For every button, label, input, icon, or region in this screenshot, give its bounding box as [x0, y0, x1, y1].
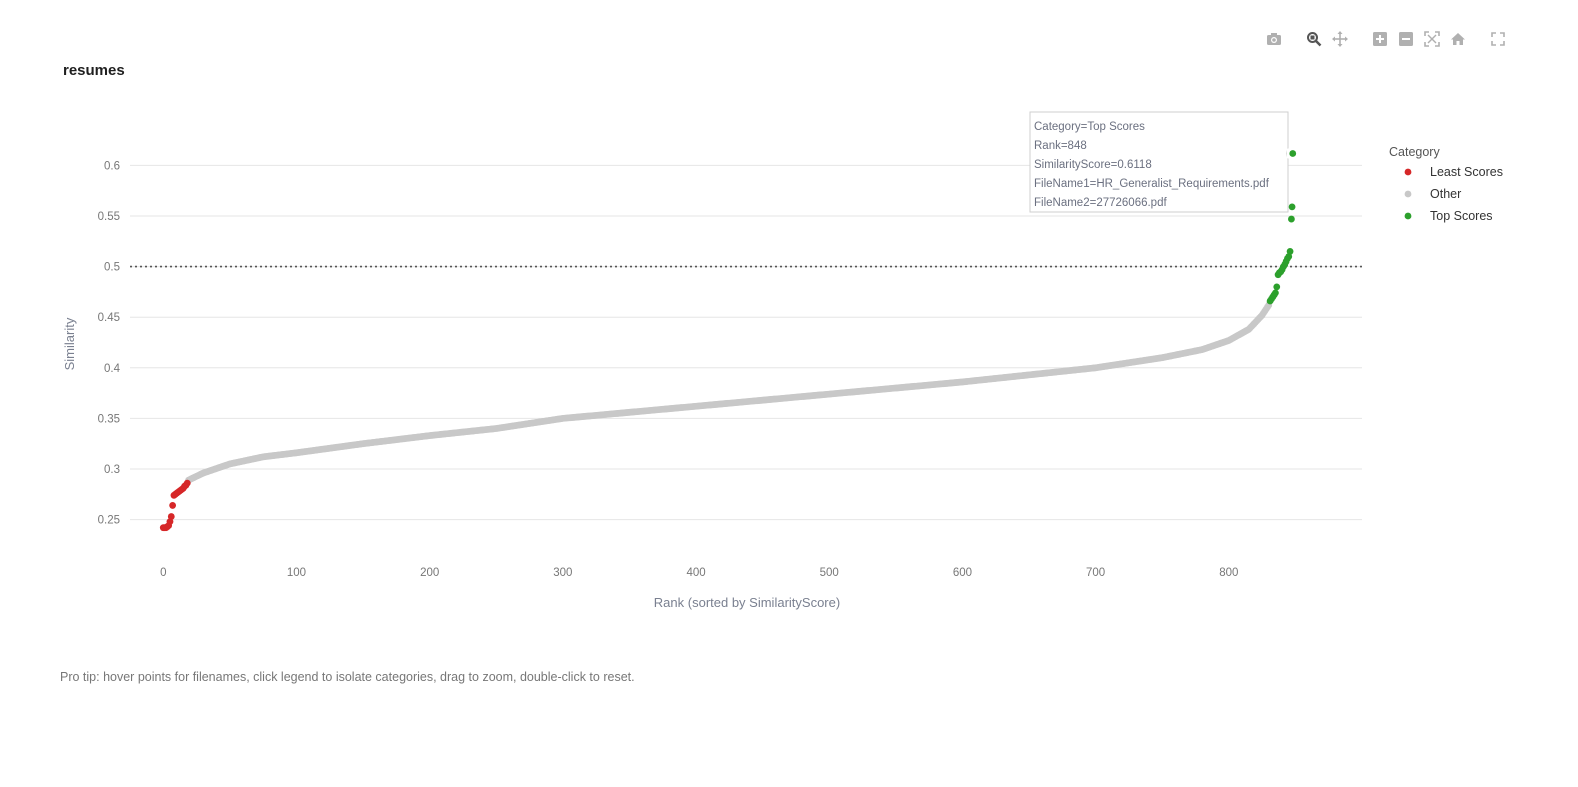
pan-icon[interactable]: [1330, 29, 1350, 49]
series-least-scores: [159, 479, 191, 532]
y-axis: 0.25 0.3 0.35 0.4 0.45 0.5 0.55 0.6: [98, 160, 121, 526]
chart-title: resumes: [63, 62, 125, 79]
x-tick-label: 200: [420, 567, 439, 579]
hover-box: [1029, 111, 1289, 213]
hover-line: FileName1=HR_Generalist_Requirements.pdf: [1034, 178, 1270, 190]
legend-item-other[interactable]: Other: [1404, 187, 1462, 201]
zoom-out-icon[interactable]: [1396, 29, 1416, 49]
series: [159, 150, 1297, 532]
x-tick-label: 100: [287, 567, 306, 579]
data-point[interactable]: [1288, 215, 1295, 223]
pro-tip-text: Pro tip: hover points for filenames, cli…: [60, 670, 635, 684]
reset-axes-icon[interactable]: [1448, 29, 1468, 49]
autoscale-icon[interactable]: [1422, 29, 1442, 49]
legend-label: Top Scores: [1430, 209, 1493, 223]
legend-item-least-scores[interactable]: Least Scores: [1404, 165, 1503, 179]
zoom-in-icon[interactable]: [1370, 29, 1390, 49]
x-tick-label: 400: [686, 567, 705, 579]
y-tick-label: 0.4: [104, 363, 121, 375]
x-axis: 0 100 200 300 400 500 600 700 800: [160, 567, 1238, 579]
data-point[interactable]: [1288, 203, 1296, 211]
legend-marker: [1404, 190, 1412, 198]
y-axis-title: Similarity: [62, 317, 77, 370]
hover-line: Rank=848: [1034, 140, 1087, 152]
hover-line: FileName2=27726066.pdf: [1034, 197, 1167, 209]
camera-icon[interactable]: [1264, 29, 1284, 49]
y-tick-label: 0.35: [98, 413, 120, 425]
modebar: [1264, 28, 1508, 50]
legend-marker: [1404, 168, 1412, 176]
hover-line: Category=Top Scores: [1034, 121, 1145, 133]
data-point[interactable]: [183, 479, 191, 487]
y-tick-label: 0.55: [98, 211, 120, 223]
legend-item-top-scores[interactable]: Top Scores: [1404, 209, 1493, 223]
hover-line: SimilarityScore=0.6118: [1034, 159, 1152, 171]
series-other: [185, 301, 1273, 484]
data-point[interactable]: [1286, 248, 1294, 255]
data-point[interactable]: [167, 513, 175, 520]
data-point[interactable]: [1289, 150, 1297, 157]
x-tick-label: 600: [953, 567, 972, 579]
y-tick-label: 0.45: [98, 312, 120, 324]
zoom-icon[interactable]: [1304, 29, 1324, 49]
legend-title: Category: [1389, 145, 1440, 159]
legend-label: Other: [1430, 187, 1461, 201]
data-point[interactable]: [1272, 289, 1279, 297]
x-tick-label: 700: [1086, 567, 1105, 579]
y-tick-label: 0.6: [104, 160, 120, 172]
hover-tooltip: Category=Top Scores Rank=848 SimilaritySco…: [1029, 111, 1289, 213]
x-tick-label: 0: [160, 567, 166, 579]
series-top-scores: [1266, 150, 1297, 305]
x-tick-label: 500: [820, 567, 839, 579]
y-tick-label: 0.5: [104, 262, 120, 274]
x-tick-label: 800: [1219, 567, 1238, 579]
grid: [130, 164, 1362, 521]
fullscreen-icon[interactable]: [1488, 29, 1508, 49]
x-axis-title: Rank (sorted by SimilarityScore): [654, 595, 840, 610]
x-tick-label: 300: [553, 567, 572, 579]
y-tick-label: 0.25: [98, 515, 120, 527]
data-point[interactable]: [1273, 283, 1281, 291]
legend-marker: [1404, 212, 1412, 220]
y-tick-label: 0.3: [104, 464, 120, 476]
data-point[interactable]: [169, 502, 177, 509]
legend-label: Least Scores: [1430, 165, 1503, 179]
legend: Category Least Scores Other Top Scores: [1389, 145, 1503, 223]
